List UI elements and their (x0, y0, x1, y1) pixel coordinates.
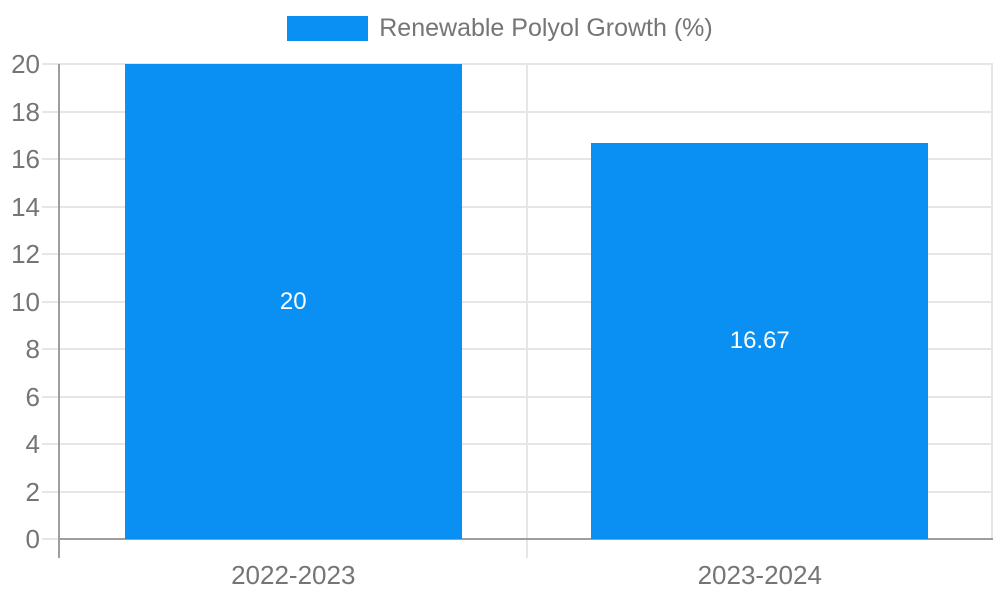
y-tick-label: 12 (11, 239, 40, 269)
y-axis-line (58, 64, 60, 558)
y-tick-mark (42, 538, 60, 540)
y-tick-label: 14 (11, 192, 40, 222)
bar-2022-2023[interactable] (125, 64, 462, 539)
bar-value-label: 20 (279, 287, 307, 315)
y-tick-label: 8 (25, 334, 40, 364)
y-tick-mark (42, 63, 60, 65)
y-tick-label: 10 (11, 287, 40, 317)
y-tick-mark (42, 348, 60, 350)
legend: Renewable Polyol Growth (%) (0, 0, 1000, 56)
y-tick-mark (42, 396, 60, 398)
y-tick-label: 16 (11, 144, 40, 174)
y-tick-label: 18 (11, 97, 40, 127)
x-axis-line (58, 538, 993, 540)
y-tick-label: 4 (25, 429, 40, 459)
x-tick-label: 2023-2024 (697, 560, 822, 590)
y-tick-mark (42, 158, 60, 160)
y-tick-mark (42, 443, 60, 445)
y-tick-label: 0 (25, 524, 40, 554)
y-tick-mark (42, 111, 60, 113)
y-tick-mark (42, 301, 60, 303)
legend-swatch (287, 15, 369, 41)
y-tick-mark (42, 253, 60, 255)
bar-2023-2024[interactable] (591, 143, 928, 539)
y-tick-mark (42, 491, 60, 493)
legend-label: Renewable Polyol Growth (%) (379, 13, 713, 42)
y-tick-mark (42, 206, 60, 208)
y-tick-label: 20 (11, 49, 40, 79)
plot-right-border (991, 64, 993, 539)
x-tick-label: 2022-2023 (231, 560, 356, 590)
y-tick-label: 6 (25, 382, 40, 412)
y-tick-label: 2 (25, 477, 40, 507)
category-separator-line (526, 64, 528, 558)
bar-value-label: 16.67 (729, 327, 790, 354)
